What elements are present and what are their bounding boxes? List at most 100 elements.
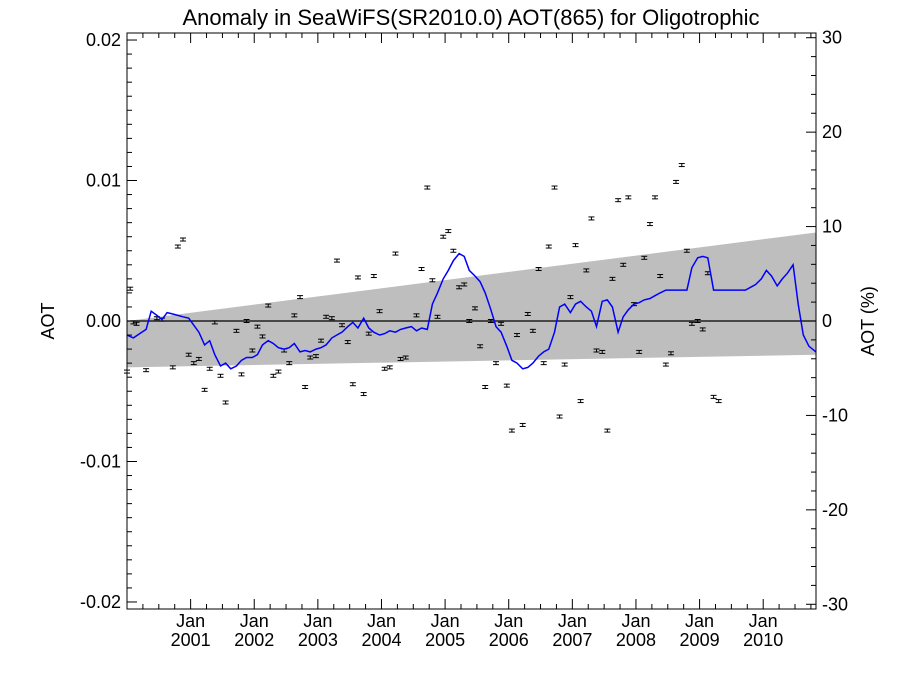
- data-point: [646, 222, 653, 227]
- data-point: [233, 328, 240, 333]
- data-point: [715, 399, 722, 404]
- data-point: [354, 275, 361, 280]
- data-point: [217, 373, 224, 378]
- x-tick-month: Jan: [303, 611, 332, 631]
- data-point: [286, 361, 293, 366]
- data-point: [482, 385, 489, 390]
- x-tick-year: 2004: [361, 630, 401, 650]
- data-point: [275, 369, 282, 374]
- data-point: [254, 324, 261, 329]
- data-point: [471, 306, 478, 311]
- data-point: [652, 195, 659, 200]
- data-point: [440, 234, 447, 239]
- data-point: [402, 355, 409, 360]
- data-point: [667, 351, 674, 356]
- data-point: [418, 267, 425, 272]
- data-point: [397, 356, 404, 361]
- data-point: [249, 348, 256, 353]
- data-point: [636, 349, 643, 354]
- data-point: [174, 244, 181, 249]
- trend-band: [127, 232, 816, 368]
- data-point: [429, 278, 436, 283]
- data-point: [498, 321, 505, 326]
- left-tick-label: -0.01: [80, 451, 121, 471]
- data-point: [360, 392, 367, 397]
- data-point: [206, 366, 213, 371]
- data-point: [333, 258, 340, 263]
- data-point: [222, 400, 229, 405]
- x-tick-year: 2007: [552, 630, 592, 650]
- data-point: [312, 354, 319, 359]
- x-tick-year: 2001: [171, 630, 211, 650]
- x-tick-year: 2003: [298, 630, 338, 650]
- data-point: [540, 361, 547, 366]
- data-point: [477, 344, 484, 349]
- data-point: [265, 303, 272, 308]
- data-point: [302, 385, 309, 390]
- data-point: [545, 244, 552, 249]
- right-tick-label: -20: [822, 500, 848, 520]
- data-point: [450, 248, 457, 253]
- data-point: [529, 328, 536, 333]
- data-point: [710, 394, 717, 399]
- data-point: [524, 311, 531, 316]
- x-tick-year: 2010: [743, 630, 783, 650]
- data-point: [492, 361, 499, 366]
- x-tick-year: 2005: [425, 630, 465, 650]
- right-tick-label: -10: [822, 405, 848, 425]
- data-point: [413, 313, 420, 318]
- data-point: [593, 348, 600, 353]
- data-point: [678, 163, 685, 168]
- data-point: [583, 268, 590, 273]
- data-point: [513, 333, 520, 338]
- x-tick-year: 2006: [489, 630, 529, 650]
- x-tick-month: Jan: [240, 611, 269, 631]
- data-point: [424, 185, 431, 190]
- data-point: [609, 276, 616, 281]
- chart-title: Anomaly in SeaWiFS(SR2010.0) AOT(865) fo…: [182, 5, 759, 30]
- x-tick-month: Jan: [685, 611, 714, 631]
- data-point: [503, 383, 510, 388]
- data-point: [365, 331, 372, 336]
- data-point: [328, 316, 335, 321]
- x-tick-year: 2008: [616, 630, 656, 650]
- data-point: [508, 428, 515, 433]
- x-tick-month: Jan: [494, 611, 523, 631]
- data-point: [297, 295, 304, 300]
- data-point: [577, 399, 584, 404]
- data-point: [572, 243, 579, 248]
- x-tick-month: Jan: [431, 611, 460, 631]
- left-axis: 0.02 0.01 0.00 -0.01 -0.02: [80, 30, 137, 612]
- data-point: [604, 428, 611, 433]
- left-tick-label: -0.02: [80, 592, 121, 612]
- data-point: [259, 334, 266, 339]
- data-point: [673, 179, 680, 184]
- data-point: [615, 198, 622, 203]
- data-point: [466, 319, 473, 323]
- data-point: [556, 414, 563, 419]
- x-tick-year: 2002: [234, 630, 274, 650]
- right-tick-label: 10: [822, 217, 842, 237]
- data-point: [243, 319, 250, 323]
- data-point: [127, 286, 134, 291]
- data-point: [567, 295, 574, 300]
- x-tick-month: Jan: [367, 611, 396, 631]
- x-tick-month: Jan: [749, 611, 778, 631]
- data-point: [179, 237, 186, 242]
- data-point: [211, 320, 218, 325]
- right-axis: 30 20 10 0 -10 -20 -30: [806, 28, 848, 614]
- x-tick-month: Jan: [558, 611, 587, 631]
- data-point: [588, 216, 595, 221]
- data-point: [376, 309, 383, 314]
- data-point: [561, 362, 568, 367]
- left-axis-label: AOT: [38, 302, 58, 339]
- data-point: [456, 285, 463, 290]
- left-tick-label: 0.01: [86, 171, 121, 191]
- data-point: [683, 248, 690, 253]
- data-point: [535, 267, 542, 272]
- x-axis: Jan2001Jan2002Jan2003Jan2004Jan2005Jan20…: [142, 33, 812, 650]
- data-point: [551, 185, 558, 190]
- data-point: [370, 274, 377, 279]
- right-axis-label: AOT (%): [858, 286, 878, 356]
